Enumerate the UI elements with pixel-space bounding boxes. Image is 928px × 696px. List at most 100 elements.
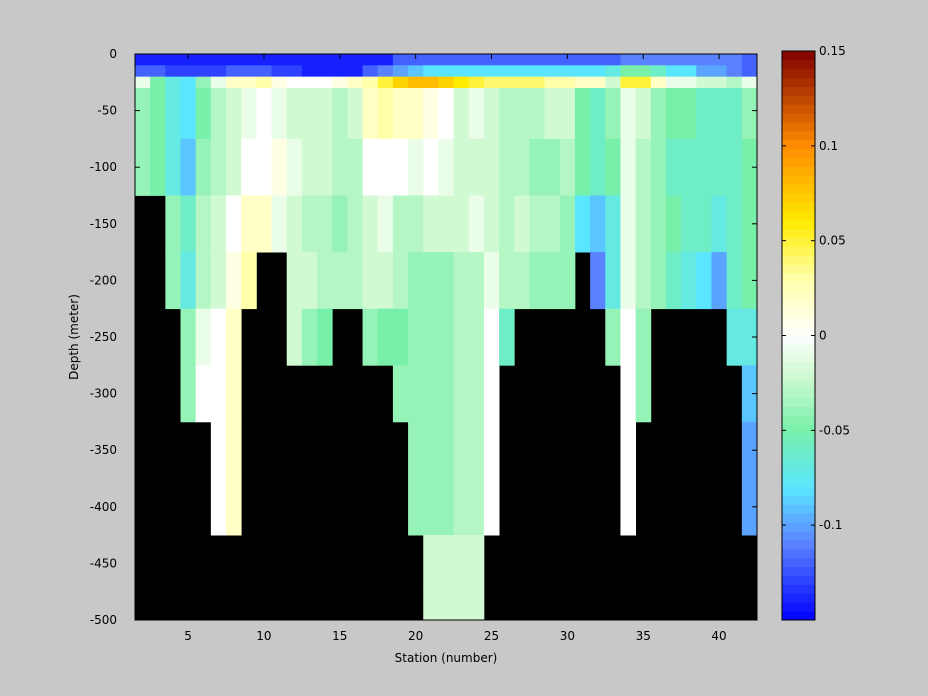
heatmap-cell <box>180 365 197 423</box>
heatmap-cell <box>514 76 530 89</box>
colorbar-tick-label: 0 <box>819 329 827 343</box>
colorbar-segment <box>782 335 815 345</box>
heatmap-cell <box>711 87 728 140</box>
heatmap-cell <box>499 87 515 140</box>
heatmap-cell <box>286 195 303 253</box>
heatmap-cell <box>165 252 181 310</box>
heatmap-cells <box>135 54 758 621</box>
y-tick-label: -350 <box>90 443 117 457</box>
heatmap-cell <box>377 76 394 89</box>
heatmap-cell <box>574 54 591 66</box>
heatmap-cell <box>620 252 637 310</box>
heatmap-cell <box>741 87 758 140</box>
colorbar-segment <box>782 282 815 292</box>
heatmap-cell <box>226 478 242 536</box>
heatmap-cell <box>635 87 652 140</box>
x-tick-label: 10 <box>256 629 271 643</box>
heatmap-cell <box>620 65 637 78</box>
heatmap-cell <box>347 138 363 196</box>
heatmap-cell <box>741 76 758 89</box>
heatmap-cell <box>150 54 166 66</box>
colorbar-segment <box>782 175 815 185</box>
y-tick-label: -50 <box>97 104 117 118</box>
heatmap-cell <box>423 76 439 89</box>
colorbar-segment <box>782 353 815 363</box>
y-tick-label: -500 <box>90 613 117 627</box>
heatmap-cell <box>726 65 743 78</box>
colorbar-segment <box>782 539 815 550</box>
heatmap-cell <box>726 76 743 89</box>
heatmap-cell <box>529 195 546 253</box>
heatmap-cell <box>590 54 606 66</box>
heatmap-cell <box>544 76 561 89</box>
heatmap-cell <box>241 65 257 78</box>
heatmap-cell <box>741 308 758 366</box>
colorbar-segment <box>782 95 815 105</box>
heatmap-cell <box>514 195 530 253</box>
heatmap-cell <box>665 195 682 253</box>
colorbar-segment <box>782 326 815 336</box>
heatmap-cell <box>741 54 758 66</box>
heatmap-cell <box>711 252 728 310</box>
heatmap-cell <box>408 76 424 89</box>
heatmap-cell <box>726 54 743 66</box>
heatmap-cell <box>408 87 424 140</box>
heatmap-cell <box>423 54 439 66</box>
heatmap-cell <box>590 195 606 253</box>
heatmap-cell <box>256 87 272 140</box>
heatmap-cell <box>605 252 621 310</box>
heatmap-cell <box>468 76 485 89</box>
heatmap-cell <box>453 252 470 310</box>
colorbar-tick-label: -0.05 <box>819 423 850 437</box>
heatmap-cell <box>180 76 197 89</box>
heatmap-cell <box>226 365 242 423</box>
heatmap-cell <box>438 252 454 310</box>
heatmap-cell <box>620 478 637 536</box>
heatmap-cell <box>392 65 409 78</box>
heatmap-cell <box>408 65 424 78</box>
colorbar-segment <box>782 379 815 390</box>
heatmap-cell <box>362 195 379 253</box>
heatmap-cell <box>544 65 561 78</box>
colorbar-segment <box>782 104 815 114</box>
heatmap-cell <box>317 65 333 78</box>
heatmap-cell <box>423 195 439 253</box>
colorbar-tick-label: 0.1 <box>819 139 838 153</box>
heatmap-cell <box>650 76 667 89</box>
heatmap-cell <box>453 76 470 89</box>
colorbar-segment <box>782 459 815 470</box>
heatmap-cell <box>635 252 652 310</box>
y-tick-label: 0 <box>109 47 117 61</box>
heatmap-cell <box>135 54 151 66</box>
heatmap-cell <box>210 421 227 479</box>
y-tick-label: -250 <box>90 330 117 344</box>
heatmap-cell <box>286 76 303 89</box>
colorbar-segment <box>782 157 815 167</box>
colorbar-segment <box>782 299 815 310</box>
heatmap-cell <box>665 87 682 140</box>
heatmap-cell <box>392 365 409 423</box>
x-axis-ticks: 5 10 15 20 25 30 35 40 <box>184 54 727 643</box>
heatmap-cell <box>483 195 500 253</box>
heatmap-cell <box>226 138 242 196</box>
heatmap-cell <box>499 195 515 253</box>
heatmap-cell <box>453 195 470 253</box>
heatmap-cell <box>165 195 181 253</box>
colorbar-segment <box>782 397 815 408</box>
heatmap-cell <box>392 252 409 310</box>
colorbar-segment <box>782 139 815 150</box>
heatmap-cell <box>620 54 637 66</box>
heatmap-cell <box>347 252 363 310</box>
heatmap-cell <box>620 421 637 479</box>
x-tick-label: 40 <box>711 629 726 643</box>
colorbar-ticks: 0.15 0.1 0.05 0 -0.05 -0.1 <box>782 44 850 532</box>
heatmap-cell <box>226 421 242 479</box>
colorbar-segment <box>782 86 815 96</box>
colorbar-tick-label: 0.15 <box>819 44 846 58</box>
heatmap-cell <box>726 87 743 140</box>
heatmap-cell <box>559 138 576 196</box>
heatmap-cell <box>514 87 530 140</box>
heatmap-cell <box>377 65 394 78</box>
heatmap-cell <box>665 65 682 78</box>
heatmap-cell <box>150 65 166 78</box>
